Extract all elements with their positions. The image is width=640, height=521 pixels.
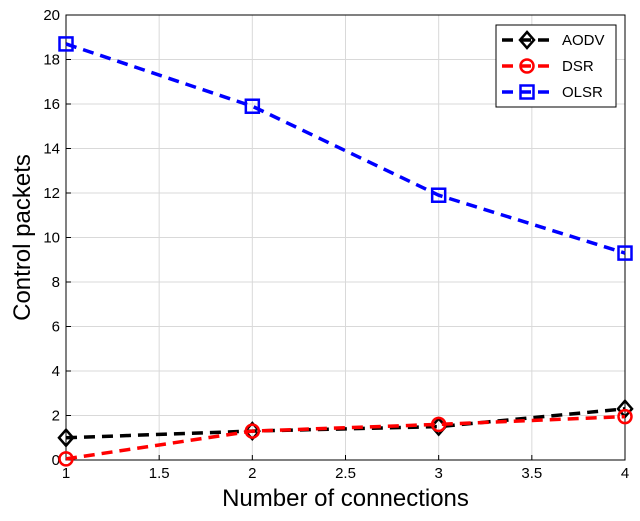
y-tick-label: 12 <box>43 185 60 202</box>
series-olsr <box>58 36 633 261</box>
y-axis-label: Control packets <box>9 154 36 321</box>
y-tick-label: 2 <box>52 408 60 425</box>
x-tick-label: 3.5 <box>521 465 542 482</box>
dsr-marker <box>58 451 74 467</box>
y-tick-label: 14 <box>43 141 60 158</box>
dsr-marker <box>244 423 261 439</box>
dsr-line <box>65 414 626 461</box>
aodv-line <box>65 407 626 440</box>
y-tick-label: 20 <box>43 7 60 24</box>
y-tick-label: 18 <box>43 52 60 69</box>
y-tick-label: 0 <box>52 452 60 469</box>
y-tick-label: 6 <box>52 319 60 336</box>
series-dsr <box>58 408 633 467</box>
y-tick-label: 16 <box>43 96 60 113</box>
olsr-marker <box>58 36 74 52</box>
x-tick-label: 2.5 <box>335 465 356 482</box>
legend-dsr-label: DSR <box>562 58 594 75</box>
legend: AODV DSR OLSR <box>495 24 617 108</box>
dsr-marker <box>617 408 633 425</box>
x-tick-label: 1.5 <box>149 465 170 482</box>
legend-dsr-marker <box>519 58 535 74</box>
legend-aodv-marker <box>518 30 536 50</box>
y-tick-label: 4 <box>52 363 60 380</box>
olsr-marker <box>430 187 447 203</box>
legend-aodv-label: AODV <box>562 32 605 49</box>
dsr-marker <box>430 416 447 433</box>
legend-olsr-marker <box>519 84 535 100</box>
y-tick-label: 10 <box>43 230 60 247</box>
x-axis-label: Number of connections <box>222 485 469 512</box>
x-tick-label: 2 <box>248 465 256 482</box>
olsr-marker <box>244 98 261 114</box>
x-tick-label: 3 <box>434 465 442 482</box>
olsr-marker <box>617 245 633 261</box>
data-series <box>57 36 634 467</box>
legend-box <box>495 24 617 108</box>
x-tick-label: 1 <box>62 465 70 482</box>
y-tick-label: 8 <box>52 274 60 291</box>
aodv-marker <box>57 427 75 448</box>
olsr-line <box>65 42 626 255</box>
legend-olsr-label: OLSR <box>562 84 603 101</box>
x-tick-label: 4 <box>621 465 629 482</box>
